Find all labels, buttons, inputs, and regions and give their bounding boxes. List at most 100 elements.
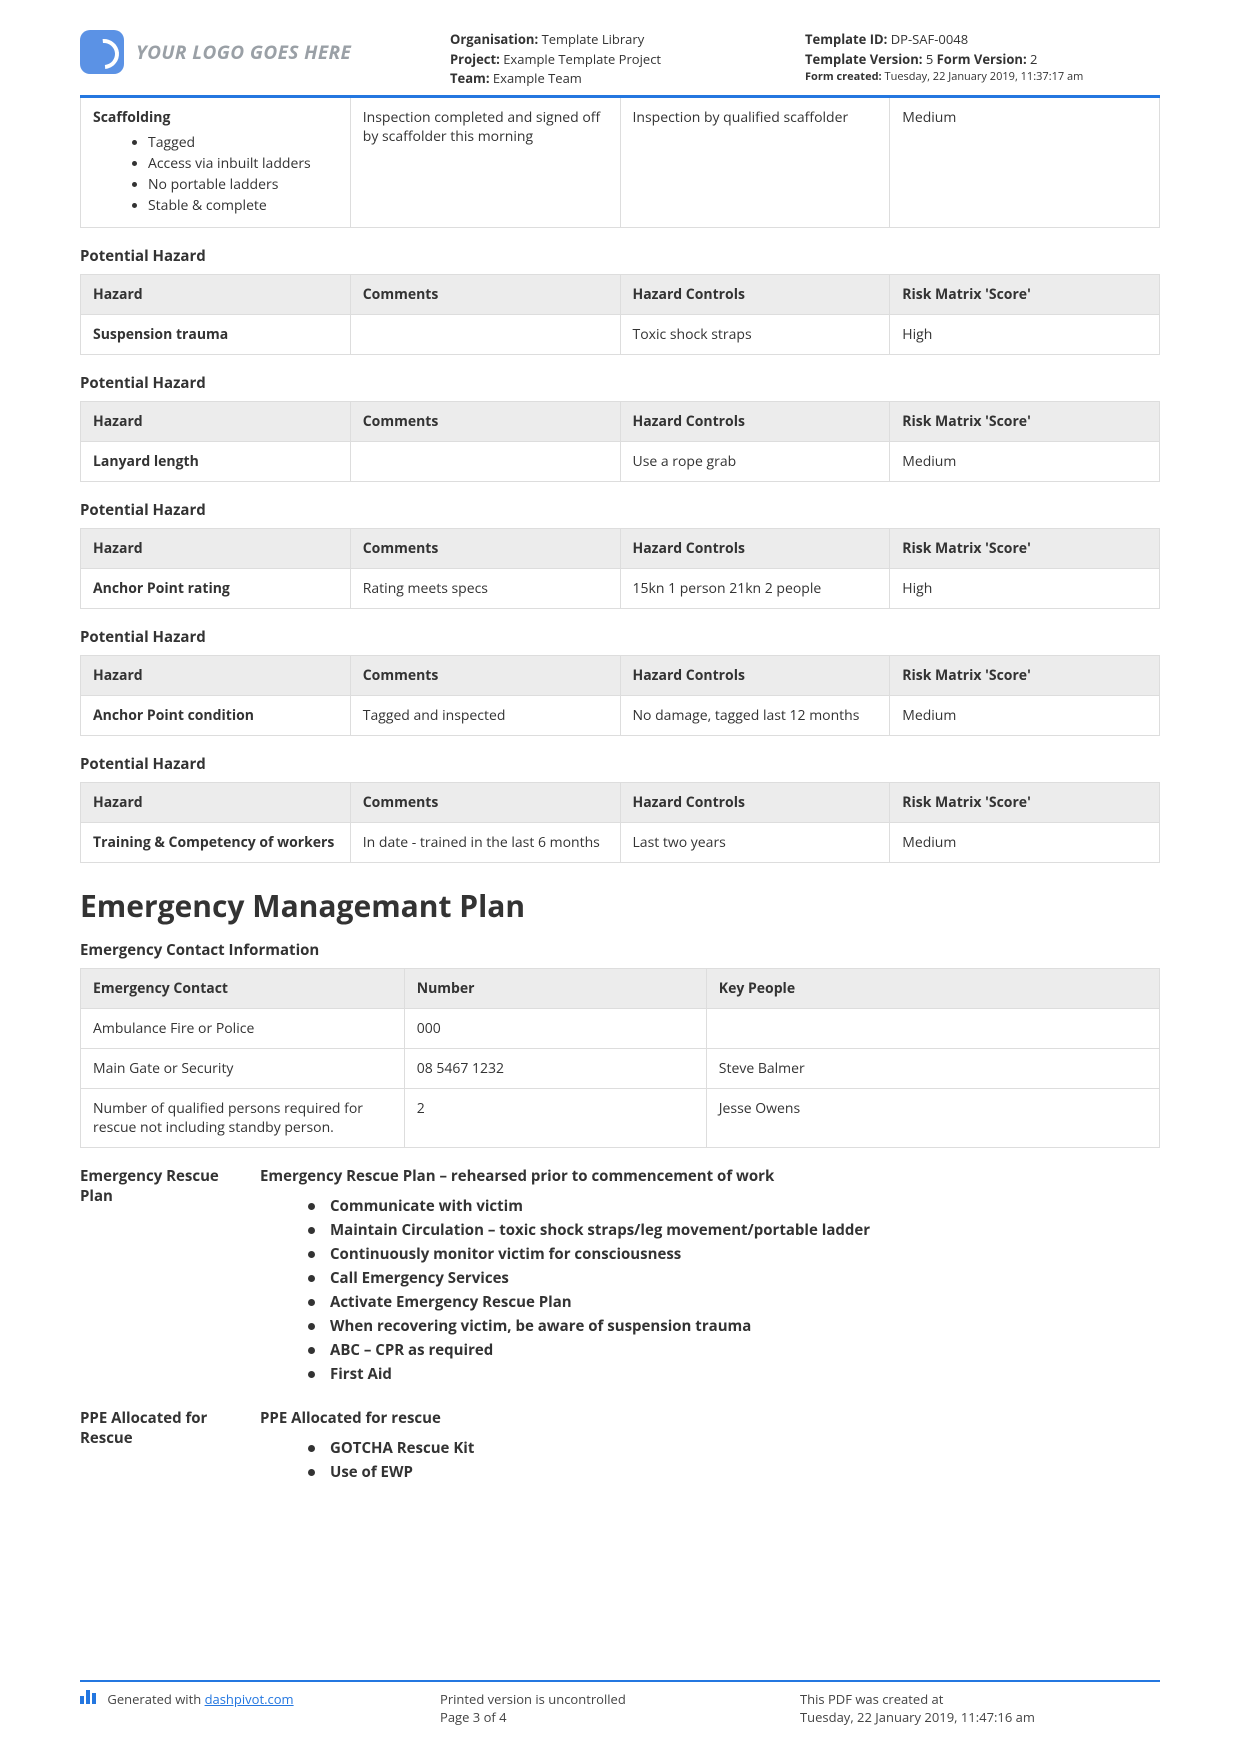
hazard-score: Medium [890, 695, 1160, 735]
table-row: Lanyard length Use a rope grabMedium [81, 441, 1160, 481]
rescue-title: Emergency Rescue Plan – rehearsed prior … [260, 1166, 1160, 1186]
ppe-list: GOTCHA Rescue Kit Use of EWP [260, 1438, 1160, 1482]
footer-right: This PDF was created at Tuesday, 22 Janu… [800, 1690, 1160, 1726]
table-row: Scaffolding TaggedAccess via inbuilt lad… [81, 98, 1160, 228]
hazard-col: Risk Matrix 'Score' [890, 655, 1160, 695]
hazard-col: Comments [350, 655, 620, 695]
list-item: No portable ladders [148, 175, 338, 194]
potential-hazard-label: Potential Hazard [80, 500, 1160, 520]
form-created-label: Form created: [805, 69, 882, 84]
rescue-list: Communicate with victim Maintain Circulat… [260, 1196, 1160, 1384]
hazard-score: High [890, 568, 1160, 608]
table-header-row: HazardCommentsHazard ControlsRisk Matrix… [81, 528, 1160, 568]
list-item: Access via inbuilt ladders [148, 154, 338, 173]
template-id-label: Template ID: [805, 30, 887, 48]
hazard-comments: In date - trained in the last 6 months [350, 822, 620, 862]
potential-hazard-label: Potential Hazard [80, 373, 1160, 393]
table-header-row: Emergency Contact Number Key People [81, 968, 1160, 1008]
hazard-col: Hazard Controls [620, 401, 890, 441]
rescue-right: Emergency Rescue Plan – rehearsed prior … [260, 1166, 1160, 1388]
list-item: Continuously monitor victim for consciou… [330, 1244, 1160, 1264]
footer-logo-icon [80, 1690, 98, 1708]
logo-icon [80, 30, 124, 74]
footer-gen-prefix: Generated with [107, 1690, 204, 1708]
eci-cell: 08 5467 1232 [404, 1048, 706, 1088]
table-row: Main Gate or Security08 5467 1232Steve B… [81, 1048, 1160, 1088]
potential-hazard-label: Potential Hazard [80, 627, 1160, 647]
scaffolding-comments: Inspection completed and signed off by s… [350, 98, 620, 228]
hazard-comments [350, 314, 620, 354]
hazard-col: Hazard Controls [620, 528, 890, 568]
table-header-row: HazardCommentsHazard ControlsRisk Matrix… [81, 401, 1160, 441]
hazard-name: Training & Competency of workers [81, 822, 351, 862]
eci-cell: Ambulance Fire or Police [81, 1008, 405, 1048]
hazard-name: Lanyard length [81, 441, 351, 481]
scaffolding-cell: Scaffolding TaggedAccess via inbuilt lad… [81, 98, 351, 228]
hazard-name: Suspension trauma [81, 314, 351, 354]
footer-uncontrolled: Printed version is uncontrolled [440, 1690, 800, 1708]
hazard-col: Risk Matrix 'Score' [890, 401, 1160, 441]
page-footer: Generated with dashpivot.com Printed ver… [80, 1680, 1160, 1726]
ppe-left-label: PPE Allocated for Rescue [80, 1408, 260, 1486]
hazard-comments [350, 441, 620, 481]
footer-link[interactable]: dashpivot.com [205, 1690, 294, 1708]
table-row: Suspension trauma Toxic shock strapsHigh [81, 314, 1160, 354]
hazard-comments: Rating meets specs [350, 568, 620, 608]
hazard-col: Risk Matrix 'Score' [890, 528, 1160, 568]
list-item: First Aid [330, 1364, 1160, 1384]
list-item: Tagged [148, 133, 338, 152]
eci-table: Emergency Contact Number Key People Ambu… [80, 968, 1160, 1148]
hazard-col: Hazard [81, 655, 351, 695]
hazard-controls: Toxic shock straps [620, 314, 890, 354]
potential-hazard-label: Potential Hazard [80, 754, 1160, 774]
eci-cell [706, 1008, 1159, 1048]
list-item: Maintain Circulation – toxic shock strap… [330, 1220, 1160, 1240]
hazard-table: HazardCommentsHazard ControlsRisk Matrix… [80, 655, 1160, 736]
eci-col-people: Key People [706, 968, 1159, 1008]
ppe-block: PPE Allocated for Rescue PPE Allocated f… [80, 1408, 1160, 1486]
hazard-controls: Use a rope grab [620, 441, 890, 481]
project-value: Example Template Project [500, 50, 661, 68]
team-value: Example Team [490, 69, 582, 87]
hazard-table: HazardCommentsHazard ControlsRisk Matrix… [80, 782, 1160, 863]
hazard-col: Comments [350, 401, 620, 441]
hazard-controls: No damage, tagged last 12 months [620, 695, 890, 735]
footer-created-value: Tuesday, 22 January 2019, 11:47:16 am [800, 1708, 1160, 1726]
list-item: ABC – CPR as required [330, 1340, 1160, 1360]
eci-cell: Main Gate or Security [81, 1048, 405, 1088]
team-label: Team: [450, 69, 490, 87]
list-item: Communicate with victim [330, 1196, 1160, 1216]
hazard-col: Risk Matrix 'Score' [890, 274, 1160, 314]
hazard-score: Medium [890, 441, 1160, 481]
template-version-value: 5 [922, 50, 936, 68]
list-item: GOTCHA Rescue Kit [330, 1438, 1160, 1458]
list-item: Use of EWP [330, 1462, 1160, 1482]
hazard-score: Medium [890, 822, 1160, 862]
hazard-col: Hazard [81, 782, 351, 822]
hazard-col: Hazard Controls [620, 274, 890, 314]
hazard-col: Risk Matrix 'Score' [890, 782, 1160, 822]
table-row: Training & Competency of workersIn date … [81, 822, 1160, 862]
eci-cell: Number of qualified persons required for… [81, 1088, 405, 1147]
hazard-col: Hazard [81, 401, 351, 441]
scaffolding-controls: Inspection by qualified scaffolder [620, 98, 890, 228]
hazard-score: High [890, 314, 1160, 354]
form-version-value: 2 [1027, 50, 1038, 68]
hazard-table: HazardCommentsHazard ControlsRisk Matrix… [80, 274, 1160, 355]
hazard-col: Comments [350, 528, 620, 568]
hazard-col: Hazard [81, 274, 351, 314]
hazard-col: Hazard Controls [620, 782, 890, 822]
scaffolding-bullets: Tagged Access via inbuilt ladders No porta… [93, 133, 338, 215]
hazard-comments: Tagged and inspected [350, 695, 620, 735]
table-header-row: HazardCommentsHazard ControlsRisk Matrix… [81, 782, 1160, 822]
hazard-name: Anchor Point rating [81, 568, 351, 608]
ppe-title: PPE Allocated for rescue [260, 1408, 1160, 1428]
footer-page: Page 3 of 4 [440, 1708, 800, 1726]
header-col-left: Organisation: Template Library Project: … [450, 30, 805, 89]
table-row: Anchor Point conditionTagged and inspect… [81, 695, 1160, 735]
hazard-col: Comments [350, 782, 620, 822]
ppe-right: PPE Allocated for rescue GOTCHA Rescue K… [260, 1408, 1160, 1486]
hazard-col: Comments [350, 274, 620, 314]
eci-cell: Jesse Owens [706, 1088, 1159, 1147]
table-header-row: HazardCommentsHazard ControlsRisk Matrix… [81, 274, 1160, 314]
